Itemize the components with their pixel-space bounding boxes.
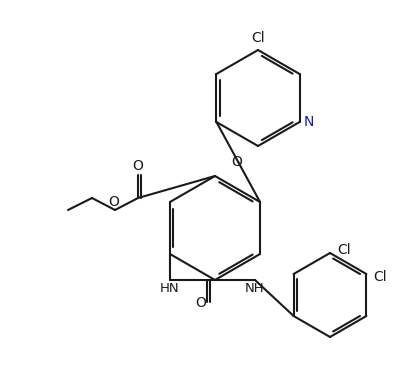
Text: O: O bbox=[196, 296, 207, 310]
Text: HN: HN bbox=[160, 282, 180, 296]
Text: Cl: Cl bbox=[374, 270, 387, 284]
Text: O: O bbox=[109, 195, 119, 209]
Text: O: O bbox=[231, 155, 242, 169]
Text: Cl: Cl bbox=[337, 243, 351, 257]
Text: Cl: Cl bbox=[251, 31, 265, 45]
Text: N: N bbox=[303, 115, 314, 129]
Text: NH: NH bbox=[245, 282, 265, 296]
Text: O: O bbox=[133, 159, 143, 173]
